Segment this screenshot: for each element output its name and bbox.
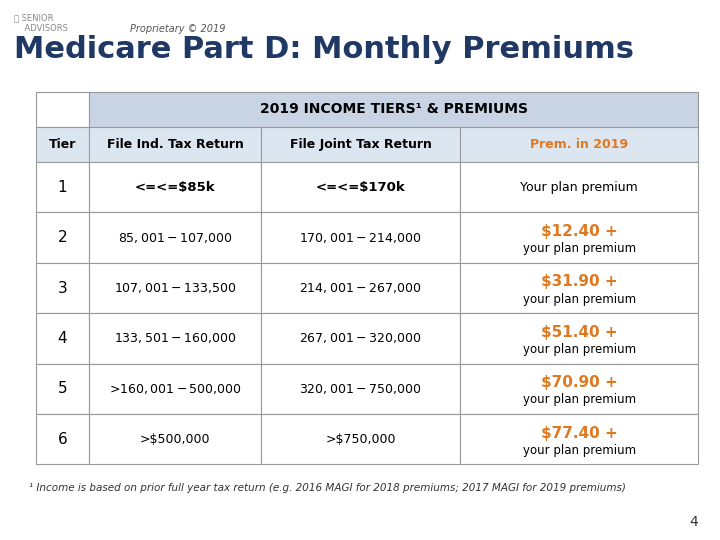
Text: 4: 4 [58, 331, 67, 346]
Text: 1: 1 [58, 180, 67, 195]
Bar [460, 127, 698, 162]
Text: 6: 6 [58, 431, 68, 447]
Bar [36, 127, 89, 162]
Text: your plan premium: your plan premium [523, 444, 636, 457]
Text: Tier: Tier [49, 138, 76, 151]
Text: $85,001-$107,000: $85,001-$107,000 [118, 231, 233, 245]
Bar [89, 363, 261, 414]
Text: File Ind. Tax Return: File Ind. Tax Return [107, 138, 243, 151]
Bar [36, 313, 89, 363]
Text: 5: 5 [58, 381, 67, 396]
Text: $133,501-$160,000: $133,501-$160,000 [114, 332, 236, 346]
Bar [261, 263, 460, 313]
Bar [89, 162, 261, 212]
Text: your plan premium: your plan premium [523, 343, 636, 356]
Text: 3: 3 [58, 280, 68, 295]
Text: 🔶 SENIOR
    ADVISORS: 🔶 SENIOR ADVISORS [14, 14, 68, 33]
Text: $31.90 +: $31.90 + [541, 274, 618, 289]
Text: $51.40 +: $51.40 + [541, 325, 618, 340]
Text: $170,001-$214,000: $170,001-$214,000 [300, 231, 422, 245]
Bar [460, 162, 698, 212]
Text: $70.90 +: $70.90 + [541, 375, 618, 390]
Bar [36, 162, 89, 212]
Text: your plan premium: your plan premium [523, 293, 636, 306]
Bar [89, 263, 261, 313]
Text: File Joint Tax Return: File Joint Tax Return [289, 138, 431, 151]
Text: $320,001-$750,000: $320,001-$750,000 [300, 382, 422, 396]
Bar [460, 263, 698, 313]
Text: <=<=$85k: <=<=$85k [135, 181, 215, 194]
Text: <=<=$170k: <=<=$170k [315, 181, 405, 194]
Text: Prem. in 2019: Prem. in 2019 [530, 138, 629, 151]
Text: Proprietary © 2019: Proprietary © 2019 [130, 24, 225, 35]
Bar [89, 313, 261, 363]
Bar [89, 212, 261, 263]
Text: $267,001-$320,000: $267,001-$320,000 [300, 332, 422, 346]
Text: >$500,000: >$500,000 [140, 433, 210, 446]
Bar [36, 263, 89, 313]
Text: 2: 2 [58, 230, 67, 245]
Text: your plan premium: your plan premium [523, 393, 636, 407]
Text: >$160,001-$500,000: >$160,001-$500,000 [109, 382, 241, 396]
Text: 4: 4 [690, 515, 698, 529]
Bar [89, 92, 698, 127]
Text: $107,001-$133,500: $107,001-$133,500 [114, 281, 236, 295]
Bar [36, 414, 89, 464]
Text: ¹ Income is based on prior full year tax return (e.g. 2016 MAGI for 2018 premium: ¹ Income is based on prior full year tax… [29, 483, 626, 494]
Text: $77.40 +: $77.40 + [541, 426, 618, 441]
Bar [261, 363, 460, 414]
Bar [261, 127, 460, 162]
Bar [36, 363, 89, 414]
Bar [460, 212, 698, 263]
Bar [261, 313, 460, 363]
Bar [36, 212, 89, 263]
Text: 2019 INCOME TIERS¹ & PREMIUMS: 2019 INCOME TIERS¹ & PREMIUMS [260, 103, 528, 116]
Text: Your plan premium: Your plan premium [521, 181, 638, 194]
Text: >$750,000: >$750,000 [325, 433, 396, 446]
Bar [89, 127, 261, 162]
Bar [460, 363, 698, 414]
Text: Medicare Part D: Monthly Premiums: Medicare Part D: Monthly Premiums [14, 35, 634, 64]
Bar [36, 92, 89, 127]
Bar [89, 414, 261, 464]
Bar [261, 212, 460, 263]
Bar [261, 414, 460, 464]
Text: $12.40 +: $12.40 + [541, 224, 618, 239]
Text: $214,001-$267,000: $214,001-$267,000 [300, 281, 422, 295]
Bar [460, 414, 698, 464]
Bar [460, 313, 698, 363]
Bar [261, 162, 460, 212]
Text: your plan premium: your plan premium [523, 242, 636, 255]
